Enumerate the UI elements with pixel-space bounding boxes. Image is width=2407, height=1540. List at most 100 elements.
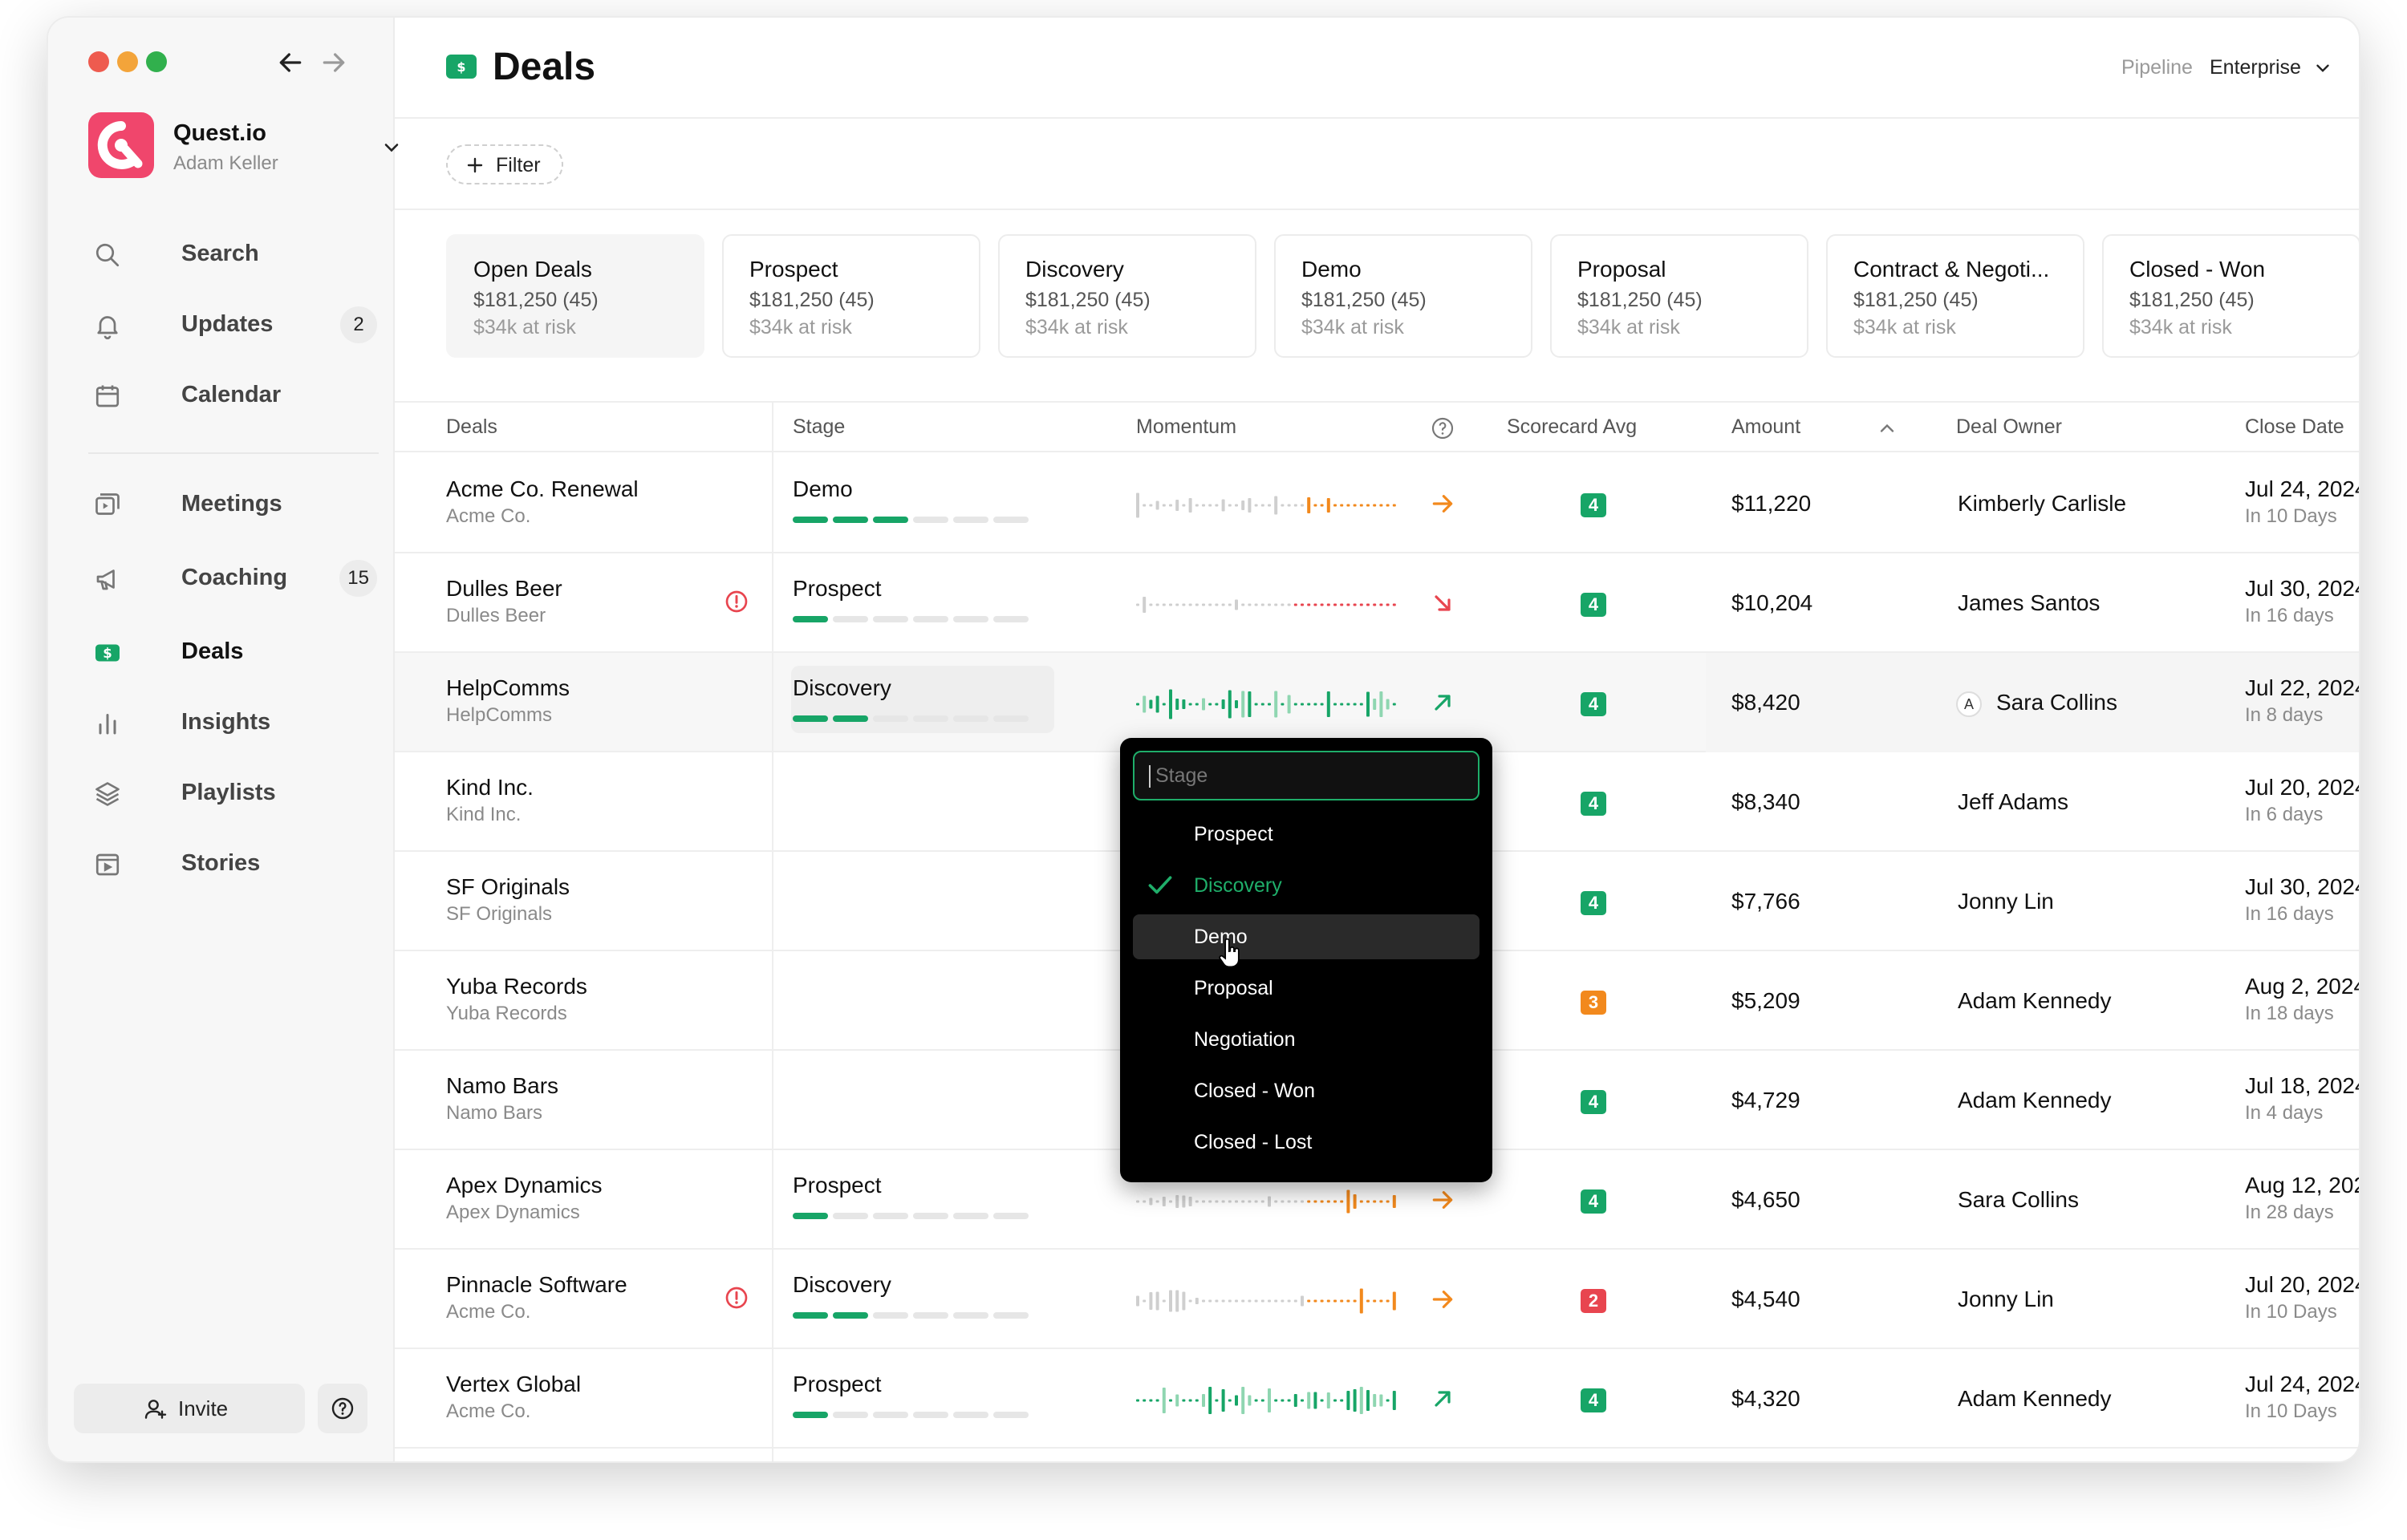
sidebar-item-insights[interactable]: Insights <box>88 698 377 746</box>
sidebar-item-coaching[interactable]: Coaching 15 <box>88 553 377 602</box>
deal-owner[interactable]: Jeff Adams <box>1958 789 2069 814</box>
deal-name[interactable]: Yuba Records <box>446 974 587 999</box>
column-header-deals[interactable]: Deals <box>446 415 497 438</box>
sidebar-item-meetings[interactable]: Meetings <box>88 480 377 528</box>
deal-owner[interactable]: Jonny Lin <box>1958 889 2054 914</box>
deal-owner[interactable]: Adam Kennedy <box>1958 1386 2112 1411</box>
deal-owner[interactable]: Kimberly Carlisle <box>1958 491 2127 516</box>
deal-name[interactable]: Acme Co. Renewal <box>446 476 639 501</box>
workspace-switcher[interactable]: Quest.io Adam Keller <box>88 112 399 180</box>
deal-name[interactable]: Namo Bars <box>446 1073 559 1098</box>
close-window-button[interactable] <box>88 51 109 72</box>
deal-owner[interactable]: James Santos <box>1958 590 2101 615</box>
stage-card[interactable]: Demo $181,250 (45) $34k at risk <box>1274 234 1532 358</box>
trend-down-arrow-icon <box>1435 595 1451 611</box>
column-header-owner[interactable]: Deal Owner <box>1956 415 2062 438</box>
column-header-close-date[interactable]: Close Date <box>2245 415 2344 438</box>
stage-option[interactable]: Discovery <box>1133 863 1480 908</box>
help-icon[interactable] <box>1430 415 1455 441</box>
close-date: Jul 18, 2024 <box>2245 1073 2359 1098</box>
table-row[interactable]: Pinnacle Software Acme Co. Discovery 2 $4,54… <box>395 1250 2359 1349</box>
alert-icon[interactable] <box>724 1285 749 1311</box>
stage-card[interactable]: Contract & Negoti... $181,250 (45) $34k at… <box>1826 234 2084 358</box>
deal-name[interactable]: Dulles Beer <box>446 576 562 601</box>
stage-progress-segment <box>953 1312 988 1319</box>
deal-name[interactable]: SF Originals <box>446 874 570 899</box>
table-row[interactable]: Acme Co. Renewal Acme Co. Demo 4 $11,220 Kimb… <box>395 454 2359 553</box>
stage-value[interactable]: Prospect <box>793 576 882 601</box>
stage-search-input[interactable] <box>1133 751 1480 800</box>
stage-card[interactable]: Closed - Won $181,250 (45) $34k at risk <box>2102 234 2359 358</box>
momentum-bar <box>1215 504 1219 507</box>
stage-card[interactable]: Discovery $181,250 (45) $34k at risk <box>998 234 1256 358</box>
sidebar-item-stories[interactable]: Stories <box>88 839 377 887</box>
pipeline-select[interactable]: Enterprise <box>2210 56 2301 79</box>
deal-owner[interactable]: Adam Kennedy <box>1958 1088 2112 1112</box>
table-row-partial[interactable] <box>395 1449 2359 1461</box>
deal-name[interactable]: HelpComms <box>446 675 570 700</box>
momentum-sparkline <box>1133 1279 1398 1323</box>
momentum-bar <box>1188 1197 1192 1206</box>
minimize-window-button[interactable] <box>117 51 138 72</box>
sidebar-item-deals[interactable]: $ Deals <box>88 627 377 675</box>
momentum-bar <box>1366 504 1370 507</box>
momentum-bar <box>1326 1200 1330 1203</box>
column-header-scorecard[interactable]: Scorecard Avg <box>1507 415 1638 438</box>
stage-option[interactable]: Demo <box>1133 914 1480 959</box>
stage-option[interactable]: Closed - Lost <box>1133 1120 1480 1165</box>
deal-owner[interactable]: Sara Collins <box>1996 690 2117 715</box>
column-header-stage[interactable]: Stage <box>793 415 846 438</box>
stage-card[interactable]: Prospect $181,250 (45) $34k at risk <box>722 234 980 358</box>
stage-value[interactable]: Discovery <box>793 675 891 700</box>
table-row[interactable]: Vertex Global Acme Co. Prospect 4 $4,320 Adam… <box>395 1349 2359 1449</box>
momentum-bar <box>1346 703 1350 706</box>
sidebar-item-updates[interactable]: Updates 2 <box>88 300 377 348</box>
trend-up-arrow-icon <box>1435 695 1451 711</box>
sort-ascending-icon[interactable] <box>1876 417 1898 440</box>
stage-value[interactable]: Demo <box>793 476 853 501</box>
momentum-bar <box>1307 1299 1311 1303</box>
deal-name[interactable]: Kind Inc. <box>446 775 534 800</box>
momentum-bar <box>1235 1299 1238 1303</box>
stage-option[interactable]: Proposal <box>1133 966 1480 1011</box>
sidebar-item-calendar[interactable]: Calendar <box>88 371 377 419</box>
momentum-bar <box>1392 1195 1396 1208</box>
deal-name[interactable]: Pinnacle Software <box>446 1272 627 1297</box>
momentum-bar <box>1202 698 1205 711</box>
stage-value[interactable]: Discovery <box>793 1272 891 1297</box>
trend-flat-arrow-icon <box>1432 495 1453 513</box>
invite-button[interactable]: Invite <box>74 1384 305 1433</box>
stage-option[interactable]: Prospect <box>1133 812 1480 857</box>
column-header-amount[interactable]: Amount <box>1731 415 1801 438</box>
deal-name[interactable]: Vertex Global <box>446 1372 582 1396</box>
deal-owner[interactable]: Sara Collins <box>1958 1187 2079 1212</box>
stage-option[interactable]: Closed - Won <box>1133 1068 1480 1113</box>
stage-card[interactable]: Proposal $181,250 (45) $34k at risk <box>1550 234 1808 358</box>
deal-name[interactable]: Apex Dynamics <box>446 1173 603 1198</box>
table-row[interactable]: Dulles Beer Dulles Beer Prospect 4 $10,204 Ja… <box>395 553 2359 653</box>
stage-option[interactable]: Negotiation <box>1133 1017 1480 1062</box>
alert-icon[interactable] <box>724 589 749 614</box>
forward-arrow-icon[interactable] <box>318 47 350 79</box>
momentum-bar <box>1366 691 1370 717</box>
table-row[interactable]: Apex Dynamics Apex Dynamics Prospect 4 $4,65… <box>395 1150 2359 1250</box>
filter-button[interactable]: Filter <box>446 144 563 184</box>
table-row[interactable]: Yuba Records Yuba Records 3 $5,209 Adam Kenn… <box>395 951 2359 1051</box>
sidebar-item-search[interactable]: Search <box>88 229 377 278</box>
stage-card[interactable]: Open Deals $181,250 (45) $34k at risk <box>446 234 704 358</box>
help-button[interactable] <box>318 1384 367 1433</box>
momentum-bar <box>1287 1200 1291 1203</box>
deal-amount: $5,209 <box>1731 988 1800 1013</box>
deal-owner[interactable]: Adam Kennedy <box>1958 988 2112 1013</box>
maximize-window-button[interactable] <box>146 51 167 72</box>
stage-cell-active[interactable] <box>791 666 1054 733</box>
stage-value[interactable]: Prospect <box>793 1372 882 1396</box>
chevron-down-icon[interactable] <box>2312 58 2333 79</box>
momentum-bar <box>1287 1399 1291 1402</box>
back-arrow-icon[interactable] <box>274 47 306 79</box>
sidebar-item-playlists[interactable]: Playlists <box>88 768 377 817</box>
column-header-momentum[interactable]: Momentum <box>1136 415 1237 438</box>
stage-value[interactable]: Prospect <box>793 1173 882 1198</box>
deal-owner[interactable]: Jonny Lin <box>1958 1287 2054 1311</box>
momentum-bar <box>1215 603 1219 606</box>
